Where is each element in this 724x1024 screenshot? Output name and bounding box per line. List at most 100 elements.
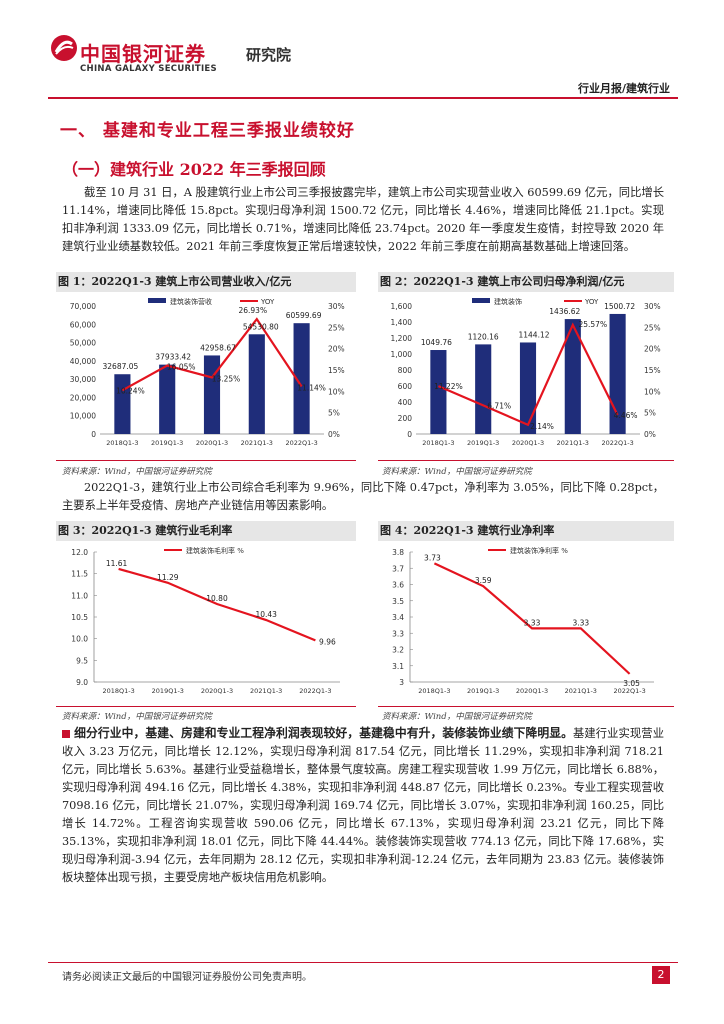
yoy-label: 11.14%: [297, 383, 326, 392]
value-label: 10.80: [206, 594, 228, 603]
x-tick-label: 2019Q1-3: [467, 687, 499, 695]
source-note: 资料来源：Wind，中国银河证券研究院: [382, 712, 532, 722]
y-tick-label: 400: [398, 398, 413, 407]
y-tick-label: 1,200: [391, 334, 413, 343]
yoy-label: 25.57%: [578, 320, 607, 329]
yoy-label: 2.14%: [530, 422, 554, 431]
legend-bar-swatch: [472, 298, 490, 303]
section-heading: 一、 基建和专业工程三季报业绩较好: [60, 121, 355, 141]
brand-name-en: CHINA GALAXY SECURITIES: [80, 64, 217, 74]
value-label: 1144.12: [518, 330, 549, 339]
y2-tick-label: 0%: [328, 430, 340, 439]
figure-2-title: 图 2：2022Q1-3 建筑上市公司归母净利润/亿元: [378, 272, 674, 292]
brand-name: 中国银河证券: [80, 42, 206, 66]
header-rule: [48, 97, 678, 99]
value-label: 32687.05: [103, 362, 139, 371]
x-tick-label: 2019Q1-3: [151, 439, 183, 447]
brand-sub: 研究院: [246, 46, 292, 64]
legend-label: 建筑装饰营收: [170, 297, 212, 306]
y2-tick-label: 25%: [328, 323, 345, 332]
subsection-heading: （一）建筑行业 2022 年三季报回顾: [62, 160, 326, 179]
report-type: 行业月报/建筑行业: [577, 82, 670, 95]
y-tick-label: 1,600: [391, 302, 413, 311]
y2-tick-label: 30%: [644, 302, 661, 311]
y-tick-label: 20,000: [70, 393, 96, 402]
legend-label: 建筑装饰: [494, 297, 522, 306]
chart-net-margin: 3 3.1 3.2 3.3 3.4 3.5 3.6 3.7 3.8 2018Q1-3 2019Q1-…: [392, 546, 654, 695]
value-label: 1436.62: [549, 307, 580, 316]
y-tick-label: 60,000: [70, 320, 96, 329]
value-label: 3.59: [475, 576, 492, 585]
x-tick-label: 2020Q1-3: [201, 687, 233, 695]
y-tick-label: 1,000: [391, 350, 413, 359]
x-tick-label: 2022Q1-3: [299, 687, 331, 695]
yoy-label: 4.46%: [614, 411, 638, 420]
y-tick-label: 3.8: [392, 548, 404, 557]
x-tick-label: 2021Q1-3: [557, 439, 589, 447]
y-tick-label: 1,400: [391, 318, 413, 327]
chart-gross-margin: 9.0 9.5 10.0 10.5 11.0 11.5 12.0 2018Q1-3 2019Q1…: [71, 546, 340, 695]
y-tick-label: 0: [91, 430, 96, 439]
y-tick-label: 12.0: [71, 548, 88, 557]
bar: [564, 319, 581, 434]
logo-icon: [50, 34, 78, 62]
x-tick-label: 2020Q1-3: [516, 687, 548, 695]
bullet-icon: [62, 730, 70, 738]
y-tick-label: 3.3: [392, 629, 404, 638]
disclaimer-note: 请务必阅读正文最后的中国银河证券股份公司免责声明。: [62, 972, 312, 983]
y2-tick-label: 5%: [328, 409, 340, 418]
divider: [378, 706, 674, 707]
y-tick-label: 11.5: [71, 570, 88, 579]
paragraph-1: 截至 10 月 31 日，A 股建筑行业上市公司三季报披露完毕，建筑上市公司实现…: [62, 186, 664, 253]
y-tick-label: 3.6: [392, 581, 404, 590]
y-tick-label: 30,000: [70, 375, 96, 384]
y2-tick-label: 5%: [644, 409, 656, 418]
yoy-label: 11.22%: [434, 382, 463, 391]
value-label: 1500.72: [604, 302, 635, 311]
bar: [159, 364, 176, 434]
divider: [56, 460, 356, 461]
legend-bar-swatch: [148, 298, 166, 303]
x-tick-label: 2022Q1-3: [601, 439, 633, 447]
bar: [475, 344, 492, 434]
legend-label: YOY: [584, 298, 599, 306]
value-label: 1049.76: [421, 338, 452, 347]
value-label: 1120.16: [468, 332, 499, 341]
chart-net-profit: 0 200 400 600 800 1,000 1,200 1,400 1,600 0% 5% 10%…: [391, 297, 661, 447]
y-tick-label: 3.4: [392, 613, 404, 622]
bar: [203, 355, 221, 434]
y-tick-label: 3.2: [392, 646, 404, 655]
y-tick-label: 9.0: [76, 678, 88, 687]
legend-label: 建筑装饰毛利率 %: [186, 546, 244, 555]
y-tick-label: 600: [398, 382, 413, 391]
series-line: [433, 562, 631, 675]
value-label: 3.73: [424, 553, 441, 562]
divider: [378, 460, 674, 461]
value-label: 37933.42: [155, 353, 191, 362]
bar: [114, 374, 131, 434]
x-tick-label: 2021Q1-3: [250, 687, 282, 695]
y-tick-label: 11.0: [71, 591, 88, 600]
legend-label: YOY: [260, 298, 275, 306]
value-label: 60599.69: [286, 311, 322, 320]
value-label: 9.96: [319, 637, 336, 646]
paragraph-3: 细分行业中，基建、房建和专业工程净利润表现较好，基建稳中有升，装修装饰业绩下降明…: [62, 726, 664, 884]
y-tick-label: 3.7: [392, 564, 404, 573]
y-tick-label: 9.5: [76, 656, 88, 665]
yoy-line: [437, 322, 619, 427]
paragraph-2: 2022Q1-3，建筑行业上市公司综合毛利率为 9.96%，同比下降 0.47p…: [62, 481, 664, 512]
value-label: 42958.67: [200, 343, 236, 352]
y-tick-label: 50,000: [70, 339, 96, 348]
divider: [56, 706, 356, 707]
y2-tick-label: 0%: [644, 430, 656, 439]
x-tick-label: 2020Q1-3: [196, 439, 228, 447]
y2-tick-label: 20%: [328, 345, 345, 354]
value-label: 11.61: [106, 559, 128, 568]
yoy-label: 16.05%: [167, 363, 196, 372]
y2-tick-label: 15%: [328, 366, 345, 375]
y2-tick-label: 15%: [644, 366, 661, 375]
x-tick-label: 2019Q1-3: [152, 687, 184, 695]
x-tick-label: 2018Q1-3: [418, 687, 450, 695]
y-tick-label: 70,000: [70, 302, 96, 311]
y-tick-label: 3: [399, 678, 404, 687]
